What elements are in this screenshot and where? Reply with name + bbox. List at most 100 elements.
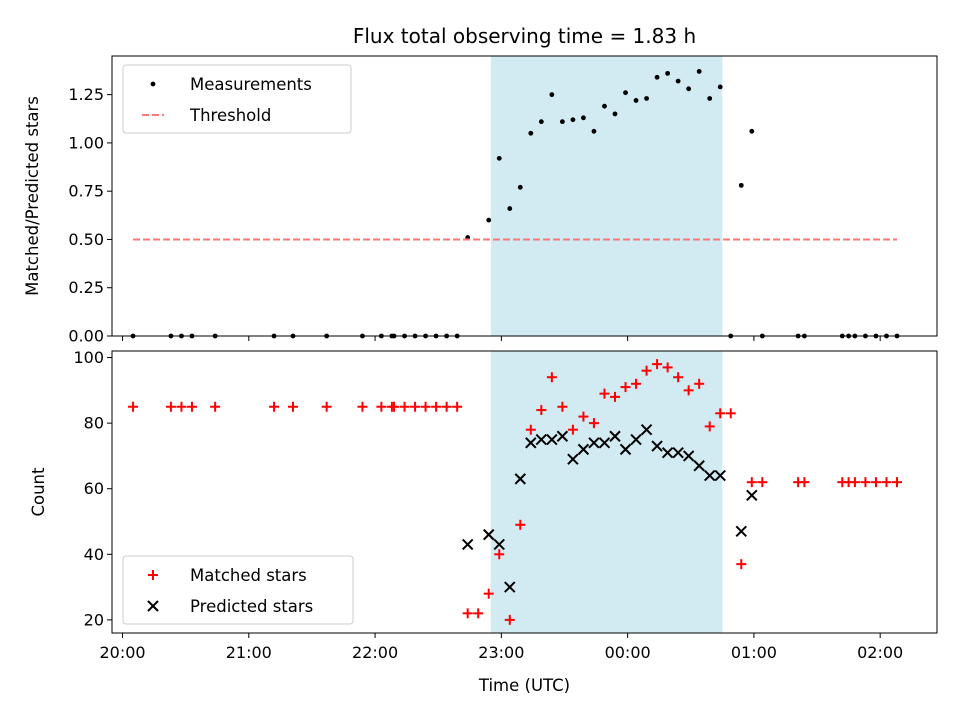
measurements-point <box>528 130 534 136</box>
matched-stars-point <box>652 359 663 370</box>
top-x-axis <box>122 336 881 341</box>
y-tick-label: 0.75 <box>68 182 104 201</box>
matched-stars-point <box>567 424 578 435</box>
predicted-stars-point <box>483 528 495 541</box>
matched-stars-point <box>176 401 187 412</box>
top-y-axis-label: Matched/Predicted stars <box>23 96 42 296</box>
bottom-legend: Matched stars Predicted stars <box>122 555 354 625</box>
measurements-point <box>749 128 755 134</box>
matched-stars-point <box>210 401 221 412</box>
matched-stars-point <box>881 477 892 488</box>
predicted-stars-point <box>619 443 632 456</box>
legend-entry-label: Measurements <box>190 75 312 94</box>
matched-stars-point <box>410 401 421 412</box>
measurements-point <box>665 70 671 76</box>
measurements-point <box>633 98 639 103</box>
predicted-stars-point <box>514 473 526 485</box>
y-tick-label: 100 <box>73 348 104 367</box>
predicted-stars-point <box>735 525 747 538</box>
y-tick-label: 60 <box>84 479 104 498</box>
predicted-stars-point <box>493 538 505 551</box>
matched-stars-point <box>536 405 547 416</box>
matched-stars-point <box>860 477 871 488</box>
measurements-point <box>507 206 513 211</box>
matched-stars-point <box>578 411 589 422</box>
y-tick-label: 1.25 <box>68 85 104 104</box>
predicted-stars-point <box>567 453 579 465</box>
matched-stars-point <box>557 401 568 412</box>
matched-stars-point <box>287 401 298 412</box>
matched-stars-point <box>588 418 599 429</box>
measurements-point <box>549 92 555 98</box>
matched-stars-point <box>704 421 715 432</box>
matched-stars-point <box>431 401 442 412</box>
measurements-point <box>496 155 502 161</box>
predicted-stars-point <box>714 469 726 482</box>
x-tick-label: 01:00 <box>731 643 777 662</box>
predicted-stars-point <box>672 446 684 459</box>
matched-stars-point <box>128 401 139 412</box>
measurements-point <box>517 184 523 190</box>
predicted-stars-point <box>556 430 569 442</box>
measurements-point <box>686 86 692 92</box>
y-tick-label: 40 <box>84 545 104 564</box>
matched-stars-point <box>186 401 197 412</box>
predicted-stars-point <box>504 581 516 593</box>
predicted-stars-point <box>588 437 600 449</box>
measurements-point <box>570 117 576 123</box>
x-tick-label: 23:00 <box>478 643 524 662</box>
measurements-point <box>696 69 702 74</box>
predicted-stars-point <box>682 450 695 462</box>
predicted-stars-point <box>577 443 590 456</box>
predicted-stars-point <box>535 433 548 446</box>
matched-stars-point <box>683 385 694 396</box>
x-tick-label: 20:00 <box>99 643 145 662</box>
matched-stars-point <box>462 608 473 619</box>
matched-stars-point <box>609 391 620 402</box>
legend-box <box>122 555 354 625</box>
measurements-point <box>644 96 649 101</box>
x-tick-label: 22:00 <box>352 643 398 662</box>
matched-stars-point <box>399 401 410 412</box>
measurements-point <box>538 119 544 125</box>
matched-stars-point <box>357 401 368 412</box>
measurements-point <box>717 84 723 90</box>
matched-stars-point <box>441 401 452 412</box>
matched-stars-point <box>870 477 881 488</box>
legend-entry-label: Matched stars <box>190 566 307 585</box>
matched-stars-point <box>515 519 526 530</box>
y-tick-label: 80 <box>84 414 104 433</box>
measurements-point <box>486 217 492 223</box>
matched-stars-point <box>849 477 860 488</box>
matched-stars-point <box>504 614 515 625</box>
matched-stars-point <box>269 401 280 412</box>
matched-stars-point <box>715 408 726 419</box>
legend-marker <box>148 570 158 580</box>
bottom-axes-frame <box>111 350 938 634</box>
top-legend: Measurements Threshold <box>122 64 352 134</box>
matched-stars-point <box>420 401 431 412</box>
chart-title: Flux total observing time = 1.83 h <box>353 24 696 48</box>
measurements-point <box>581 115 586 121</box>
bottom-y-axis: 20 40 60 80 100 <box>73 348 112 629</box>
matched-stars-point <box>757 477 768 488</box>
measurements-point <box>602 103 607 109</box>
bottom-plot-area <box>128 359 903 625</box>
measurements-point <box>559 119 565 125</box>
matched-stars-point <box>546 372 557 383</box>
measurements-point <box>623 90 628 96</box>
legend-entry-label: Predicted stars <box>190 597 313 616</box>
matched-stars-point <box>376 401 387 412</box>
matched-stars-point <box>662 362 673 373</box>
y-tick-label: 0.00 <box>68 327 104 346</box>
matched-stars-point <box>473 608 484 619</box>
matched-stars-point <box>736 559 747 570</box>
matched-stars-point <box>483 588 494 599</box>
bottom-panel: 20 40 60 80 100 20:00 21:00 22:00 23:00 00:00 01:… <box>29 348 938 695</box>
y-tick-label: 20 <box>84 610 104 629</box>
matched-stars-point <box>452 401 463 412</box>
matched-stars-point <box>631 378 642 389</box>
top-y-axis: 0.00 0.25 0.50 0.75 1.00 1.25 <box>68 85 112 346</box>
y-tick-label: 0.25 <box>68 278 104 297</box>
